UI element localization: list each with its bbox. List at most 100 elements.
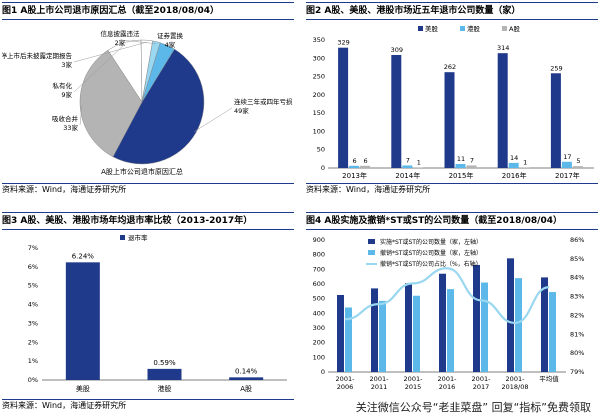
bar-implemented xyxy=(473,264,480,372)
bar-revoked xyxy=(345,307,352,372)
x-tick-label: 2001- xyxy=(404,375,424,383)
legend-label: 美股 xyxy=(425,24,439,33)
x-tick-label: 2001- xyxy=(438,375,458,383)
figure-3: 图3 A股、美股、港股市场年均退市率比较（2013-2017年） 0% 1% 2% 3… xyxy=(2,212,294,415)
leader-line xyxy=(73,41,147,63)
slice-label: 证券置换 xyxy=(157,31,184,40)
figure-2-source: 资料来源：Wind，海通证券研究所 xyxy=(306,183,598,195)
bar-value-label: 7 xyxy=(406,156,410,164)
bar xyxy=(147,368,182,380)
y-right-tick-label: 82% xyxy=(570,311,584,319)
legend-label: 撤销*ST或ST的公司占比（%，右轴） xyxy=(380,260,482,268)
figure-3-source: 资料来源：Wind，海通证券研究所 xyxy=(2,399,294,411)
figure-4-title: 图4 A股实施及撤销*ST或ST的公司数量（截至2018/08/04） xyxy=(306,212,598,230)
bar-revoked xyxy=(413,295,420,372)
bar xyxy=(338,47,349,168)
bar xyxy=(444,72,455,168)
x-tick-label: 2015年 xyxy=(449,171,474,180)
legend-swatch xyxy=(502,26,507,31)
bar-value-label: 6.24% xyxy=(72,252,95,260)
leader-line xyxy=(73,44,125,93)
bar-implemented xyxy=(507,258,514,372)
x-tick-label: 港股 xyxy=(158,384,172,393)
y-left-tick-label: 200 xyxy=(313,339,325,347)
bar xyxy=(572,166,583,168)
y-tick-label: 6% xyxy=(28,263,38,271)
legend-swatch xyxy=(368,239,375,244)
bar-revoked xyxy=(379,300,386,372)
leader-line xyxy=(79,104,83,126)
y-tick-label: 5% xyxy=(28,282,38,290)
figure-2: 图2 A股、美股、港股市场近五年退市公司数量（家） 0 50 100 150 200 25… xyxy=(306,2,598,198)
bar xyxy=(455,163,466,168)
legend-label: 实施*ST或ST的公司数量（家，左轴） xyxy=(380,238,482,246)
y-tick-label: 0 xyxy=(321,164,325,172)
bar-value-label: 5 xyxy=(576,157,580,165)
x-tick-label: 2013年 xyxy=(342,171,367,180)
y-tick-label: 300 xyxy=(313,54,325,62)
bar-value-label: 262 xyxy=(444,63,456,71)
x-tick-label: 2001- xyxy=(336,375,356,383)
leader-line xyxy=(119,39,157,44)
y-right-tick-label: 83% xyxy=(570,293,584,301)
ratio-line xyxy=(344,267,550,325)
slice-label: 私有化 xyxy=(53,81,73,90)
figure-3-title: 图3 A股、美股、港股市场年均退市率比较（2013-2017年） xyxy=(2,212,294,230)
legend-label: A股 xyxy=(509,25,520,33)
pie-slice xyxy=(112,48,205,165)
y-tick-label: 250 xyxy=(313,73,325,81)
x-tick-label: 美股 xyxy=(76,384,90,393)
figure-1-source: 资料来源：Wind，海通证券研究所 xyxy=(2,183,294,195)
y-tick-label: 3% xyxy=(28,319,38,327)
bar-value-label: 309 xyxy=(391,46,403,54)
figure-1: 图1 A股上市公司退市原因汇总（截至2018/08/04） 连续三年或四年亏损 4… xyxy=(2,2,294,198)
y-tick-label: 4% xyxy=(28,301,38,309)
figure-4: 图4 A股实施及撤销*ST或ST的公司数量（截至2018/08/04） 0 100… xyxy=(306,212,598,415)
bar-value-label: 1 xyxy=(417,159,421,167)
legend-label: 退市率 xyxy=(128,233,148,242)
x-tick-label-line2: 2006 xyxy=(337,383,354,391)
bar-chart-delisting-rate: 0% 1% 2% 3% 4% 5% 6% 7% 6.24% 美股 0.59% 港股 0.14% A股 退市率 xyxy=(28,233,287,393)
bar xyxy=(497,53,508,169)
y-left-tick-label: 500 xyxy=(313,295,325,303)
y-tick-label: 350 xyxy=(313,36,325,44)
bar-value-label: 14 xyxy=(510,154,518,162)
y-left-tick-label: 100 xyxy=(313,353,325,361)
bar-revoked xyxy=(447,289,454,372)
y-right-tick-label: 86% xyxy=(570,236,584,244)
figure-1-title: 图1 A股上市公司退市原因汇总（截至2018/08/04） xyxy=(2,2,294,20)
y-left-tick-label: 900 xyxy=(313,236,325,244)
bar-revoked xyxy=(549,292,556,372)
bar xyxy=(466,165,477,168)
x-tick-label-line2: 2016 xyxy=(439,383,456,391)
x-tick-label: 2001- xyxy=(370,375,390,383)
legend-label: 撤销*ST或ST的公司数量（家，左轴） xyxy=(380,249,482,257)
y-right-tick-label: 85% xyxy=(570,255,584,263)
bar xyxy=(391,54,402,168)
bar-value-label: 0.14% xyxy=(235,367,258,375)
pie-caption: A股上市公司退市原因汇总 xyxy=(101,167,183,176)
bar xyxy=(349,165,360,168)
legend-swatch xyxy=(368,250,375,255)
bar xyxy=(229,377,264,380)
legend-swatch xyxy=(120,235,125,240)
x-tick-label: 2014年 xyxy=(395,171,420,180)
slice-label: 吸收合并 xyxy=(52,114,79,123)
bar-value-label: 314 xyxy=(497,44,509,52)
slice-value-label: 9家 xyxy=(61,90,72,99)
y-tick-label: 50 xyxy=(317,146,325,154)
slice-label: 暂停上市后未披露定期报告 xyxy=(2,51,73,60)
y-tick-label: 7% xyxy=(28,244,38,252)
y-tick-label: 0% xyxy=(28,376,38,384)
y-tick-label: 150 xyxy=(313,109,325,117)
bar-value-label: 6 xyxy=(364,157,368,165)
y-left-tick-label: 600 xyxy=(313,280,325,288)
legend-swatch xyxy=(418,26,423,31)
slice-value-label: 4家 xyxy=(165,40,176,49)
x-tick-label-line2: 2018/08 xyxy=(501,383,528,391)
legend-swatch xyxy=(460,26,465,31)
bar-implemented xyxy=(439,273,446,372)
x-tick-label-line2: 2015 xyxy=(405,383,422,391)
bar-value-label: 7 xyxy=(470,156,474,164)
